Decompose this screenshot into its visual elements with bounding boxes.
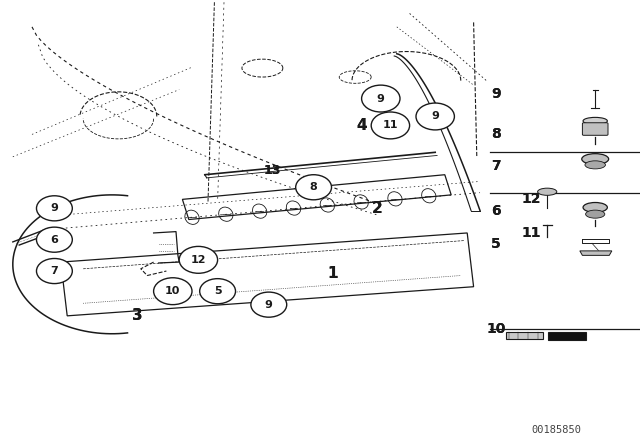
Text: 13: 13 [263,164,281,177]
Text: 12: 12 [522,192,541,207]
Text: 9: 9 [51,203,58,213]
Text: 11: 11 [383,121,398,130]
Text: 5: 5 [214,286,221,296]
Text: 9: 9 [491,87,501,101]
Circle shape [200,279,236,304]
Text: 9: 9 [491,87,501,101]
Ellipse shape [583,202,607,212]
Text: 6: 6 [491,203,501,218]
Text: 4: 4 [356,118,367,133]
Text: 7: 7 [51,266,58,276]
Ellipse shape [582,154,609,164]
Text: 8: 8 [491,127,501,142]
Text: 10: 10 [486,322,506,336]
Circle shape [296,175,332,200]
Text: 1: 1 [328,266,338,281]
Text: 12: 12 [191,255,206,265]
Text: 3: 3 [132,308,143,323]
Ellipse shape [538,188,557,195]
Circle shape [371,112,410,139]
Text: 11: 11 [522,226,541,240]
Text: 13: 13 [263,164,281,177]
Text: 10: 10 [486,322,506,336]
Text: 6: 6 [491,203,501,218]
Circle shape [36,227,72,252]
Circle shape [36,196,72,221]
Text: 5: 5 [491,237,501,251]
Text: 8: 8 [491,127,501,142]
Text: 5: 5 [491,237,501,251]
Bar [548,332,586,340]
Circle shape [362,85,400,112]
Bar [506,332,543,339]
Polygon shape [580,251,612,255]
Text: 9: 9 [265,300,273,310]
Ellipse shape [586,210,605,218]
Circle shape [416,103,454,130]
Text: 11: 11 [522,226,541,240]
Circle shape [179,246,218,273]
Circle shape [154,278,192,305]
Circle shape [251,292,287,317]
Text: 2: 2 [372,201,383,216]
Circle shape [36,258,72,284]
Text: 6: 6 [51,235,58,245]
Text: 7: 7 [491,159,501,173]
Ellipse shape [583,117,607,125]
Text: 2: 2 [372,201,383,216]
Text: 8: 8 [310,182,317,192]
Text: 00185850: 00185850 [532,425,582,435]
Text: 4: 4 [356,118,367,133]
Text: 10: 10 [165,286,180,296]
FancyBboxPatch shape [582,123,608,135]
Text: 9: 9 [377,94,385,103]
Text: 9: 9 [431,112,439,121]
Ellipse shape [585,161,605,169]
Text: 3: 3 [132,308,143,323]
Text: 12: 12 [522,192,541,207]
Text: 1: 1 [328,266,338,281]
Text: 7: 7 [491,159,501,173]
